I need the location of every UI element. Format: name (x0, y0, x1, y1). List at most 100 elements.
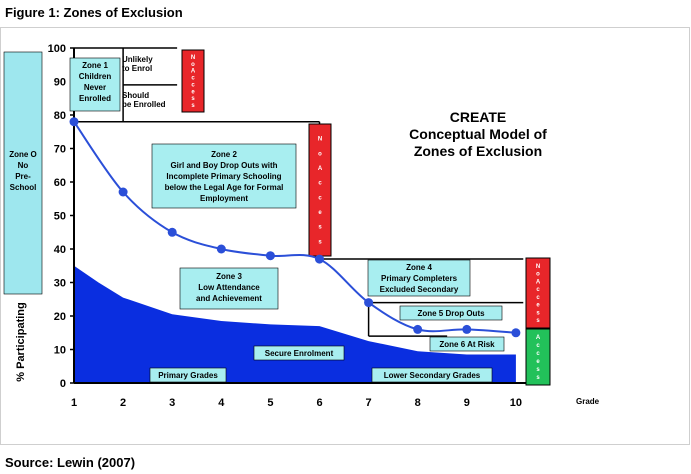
zone6-text-line-1: Zone 6 At Risk (439, 340, 495, 349)
no-access-bar-zone1-letter-6: e (191, 89, 195, 95)
zone2-text-line-3: Incomplete Primary Schooling (166, 172, 281, 181)
x-tick-2: 2 (120, 397, 126, 409)
participation-point-grade-3 (167, 227, 177, 237)
zone4-text-line-2: Primary Completers (381, 274, 458, 283)
no-access-bar-secondary-letter-7: s (536, 310, 540, 316)
no-access-bar-zone2-letter-7: s (318, 225, 322, 231)
x-axis-label: Grade (576, 397, 600, 406)
zone5-box (399, 305, 503, 321)
no-access-bar-secondary-letter-5: c (536, 295, 540, 301)
chart-title-line-2: Conceptual Model of (409, 126, 547, 142)
participation-point-grade-7 (364, 298, 374, 308)
zone0-text-line-4: School (10, 183, 37, 192)
no-access-bar-secondary (525, 257, 551, 329)
secure-enrolment-area (74, 265, 516, 383)
y-tick-50: 50 (54, 211, 66, 223)
participation-point-grade-1 (69, 117, 79, 127)
no-access-bar-zone1-letter-5: c (191, 82, 195, 88)
x-tick-1: 1 (71, 397, 77, 409)
zone2-text-line-2: Girl and Boy Drop Outs with (170, 161, 277, 170)
x-tick-9: 9 (464, 397, 470, 409)
zone1-text-line-1: Zone 1 (82, 61, 108, 70)
access-bar-letter-3: c (536, 351, 540, 357)
zone3-text-line-3: and Achievement (196, 294, 262, 303)
x-tick-8: 8 (415, 397, 421, 409)
primary-text-line-1: Primary Grades (158, 371, 218, 380)
y-tick-0: 0 (60, 378, 66, 390)
zone6-box (429, 336, 505, 352)
access-bar-letter-6: s (536, 375, 540, 381)
participation-point-grade-2 (118, 187, 128, 197)
y-tick-60: 60 (54, 177, 66, 189)
y-tick-20: 20 (54, 311, 66, 323)
access-bar-letter-1: A (536, 335, 541, 341)
participation-line (73, 121, 516, 334)
y-tick-70: 70 (54, 144, 66, 156)
zone1-text-line-2: Children (79, 72, 112, 81)
participation-point-grade-10 (511, 328, 521, 338)
no-access-bar-zone2-letter-2: o (318, 151, 322, 157)
zone2-text-line-1: Zone 2 (211, 150, 237, 159)
no-access-bar-zone2-letter-4: c (318, 181, 322, 187)
zone3-text-line-1: Zone 3 (216, 272, 242, 281)
no-access-bar-zone2 (308, 123, 332, 257)
zone0-text-line-1: Zone O (9, 150, 37, 159)
no-access-bar-zone2-letter-5: c (318, 195, 322, 201)
no-access-bar-secondary-letter-3: A (536, 279, 541, 285)
participation-point-grade-8 (413, 324, 423, 334)
no-access-bar-zone1-letter-8: s (191, 103, 195, 109)
y-tick-80: 80 (54, 110, 66, 122)
zone4-text-line-1: Zone 4 (406, 263, 432, 272)
participation-point-grade-9 (462, 324, 472, 334)
zone2-text-line-5: Employment (200, 194, 248, 203)
y-axis-label: % Participating (15, 302, 27, 381)
no-access-bar-secondary-letter-2: o (536, 272, 540, 278)
no-access-bar-zone1-letter-2: o (191, 62, 195, 68)
no-access-bar-secondary-letter-4: c (536, 287, 540, 293)
participation-point-grade-4 (216, 244, 226, 254)
y-tick-90: 90 (54, 77, 66, 89)
zone1-box (69, 57, 121, 112)
x-tick-6: 6 (316, 397, 322, 409)
zone1-text-line-3: Never (84, 83, 106, 92)
zone4-text-line-3: Excluded Secondary (380, 285, 459, 294)
zone0-band (3, 51, 43, 295)
zone0-text-line-3: Pre- (15, 172, 31, 181)
no-access-bar-zone1-letter-1: N (191, 55, 195, 61)
no-access-bar-zone1-letter-3: A (191, 69, 196, 75)
access-bar-letter-5: s (536, 367, 540, 373)
zone3-text-line-2: Low Attendance (198, 283, 260, 292)
lowersec-text-line-1: Lower Secondary Grades (384, 371, 481, 380)
participation-point-grade-5 (265, 251, 275, 261)
no-access-bar-zone1 (181, 49, 205, 113)
no-access-bar-zone2-letter-3: A (318, 166, 323, 172)
no-access-bar-zone2-letter-1: N (318, 137, 322, 143)
access-bar (525, 328, 551, 386)
x-tick-4: 4 (218, 397, 225, 409)
should-text-line-1: Should (122, 91, 149, 100)
should-text-line-2: be Enrolled (122, 100, 166, 109)
secure-box (253, 345, 345, 361)
y-tick-30: 30 (54, 278, 66, 290)
zone1-text-line-4: Enrolled (79, 94, 111, 103)
secure-text-line-1: Secure Enrolment (265, 349, 334, 358)
zone2-text-line-4: below the Legal Age for Formal (165, 183, 284, 192)
access-bar-letter-2: c (536, 343, 540, 349)
zone4-box (367, 259, 471, 297)
x-tick-10: 10 (510, 397, 522, 409)
x-tick-5: 5 (267, 397, 273, 409)
no-access-bar-secondary-letter-6: e (536, 303, 540, 309)
no-access-bar-zone2-letter-6: e (318, 210, 322, 216)
y-tick-40: 40 (54, 244, 66, 256)
no-access-bar-zone2-letter-8: s (318, 239, 322, 245)
figure-frame (0, 27, 690, 445)
zone3-box (179, 267, 279, 310)
participation-point-grade-6 (315, 254, 324, 264)
access-bar-letter-4: e (536, 359, 540, 365)
chart-title-line-3: Zones of Exclusion (414, 143, 542, 159)
lowersec-box (371, 367, 493, 383)
zone0-text-line-2: No (18, 161, 29, 170)
x-tick-3: 3 (169, 397, 175, 409)
figure-title: Figure 1: Zones of Exclusion (5, 5, 183, 20)
